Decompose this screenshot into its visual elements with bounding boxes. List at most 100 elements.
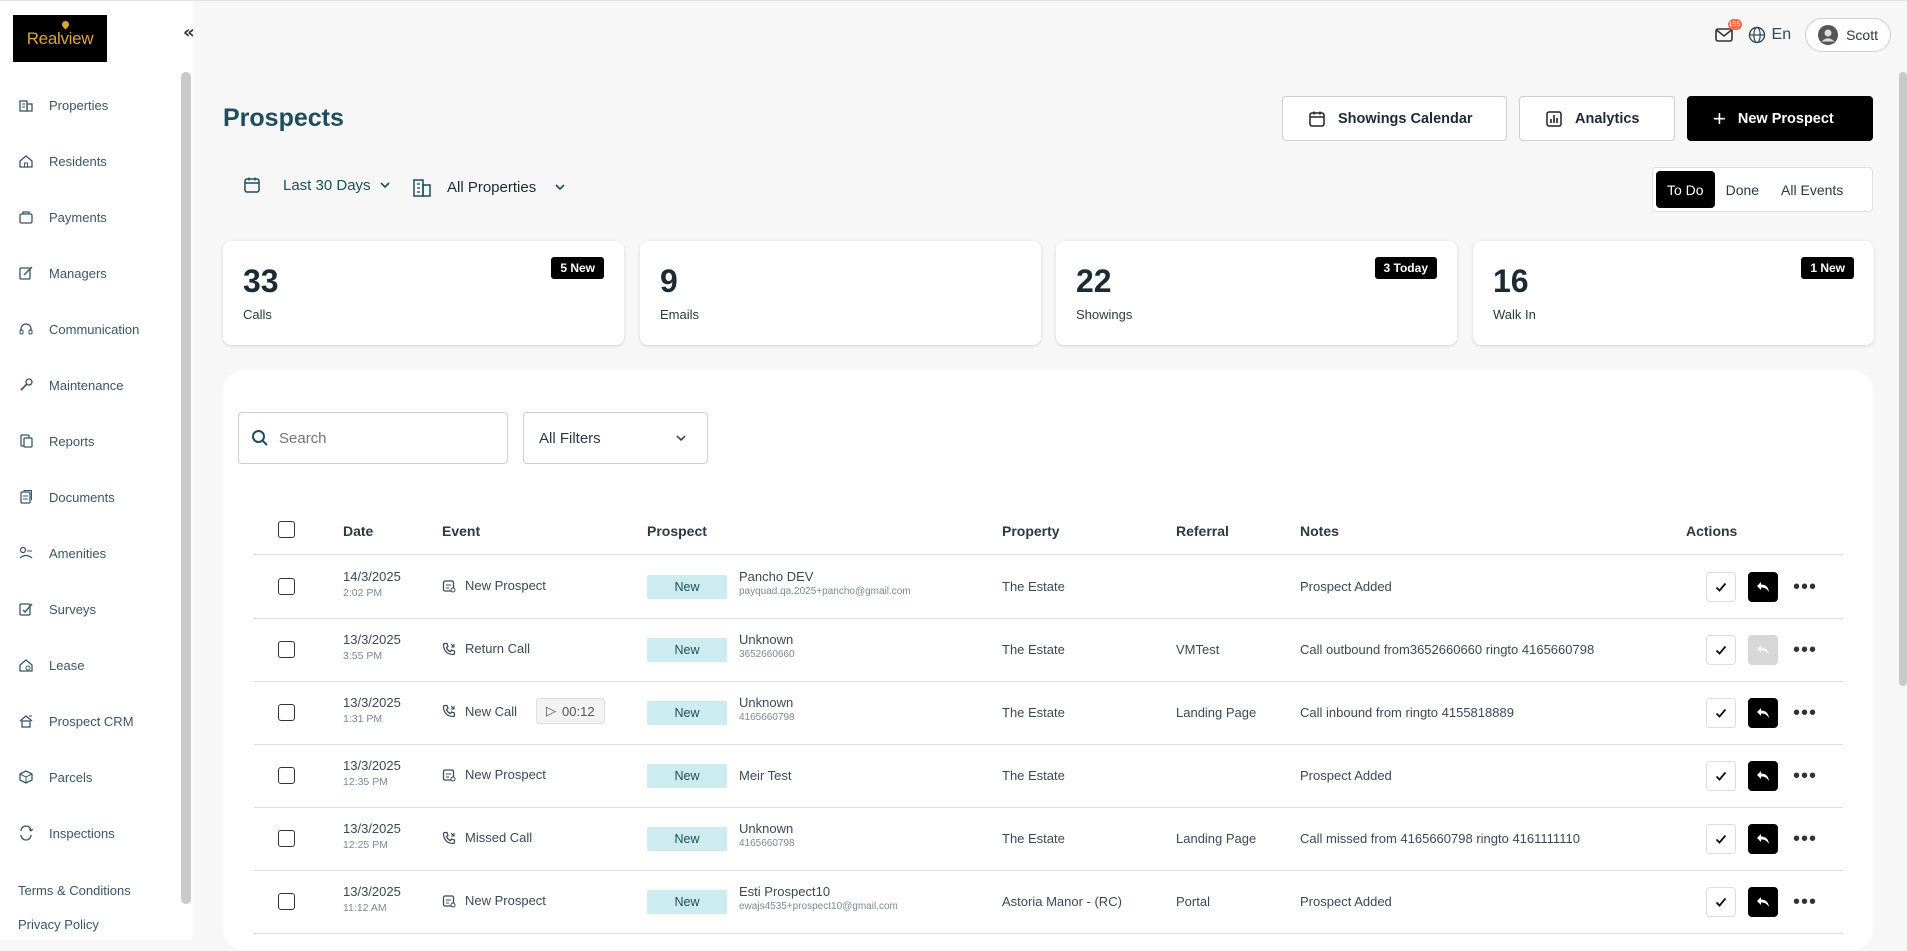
header-event[interactable]: Event (442, 523, 481, 539)
mark-done-button[interactable] (1706, 698, 1736, 728)
sidebar-item-communication[interactable]: Communication (0, 301, 180, 357)
stat-card-calls[interactable]: 33 Calls 5 New (223, 241, 624, 345)
property-cell: The Estate (1002, 642, 1065, 657)
sidebar-item-lease[interactable]: Lease (0, 637, 180, 693)
stat-card-showings[interactable]: 22 Showings 3 Today (1056, 241, 1457, 345)
search-box[interactable] (238, 412, 508, 464)
more-options-icon[interactable]: ••• (1792, 702, 1817, 724)
properties-label: All Properties (447, 178, 537, 196)
more-options-icon[interactable]: ••• (1792, 639, 1817, 661)
user-menu[interactable]: Scott (1805, 18, 1891, 52)
table-row[interactable]: 13/3/2025 12:35 PM New Prospect New Meir Tes… (254, 745, 1843, 808)
mail-button[interactable]: 155 (1714, 19, 1742, 45)
mark-done-button[interactable] (1706, 761, 1736, 791)
select-all-checkbox[interactable] (278, 521, 295, 538)
table-row[interactable]: 14/3/2025 2:02 PM New Prospect New Pancho DE… (254, 556, 1843, 619)
mark-done-button[interactable] (1706, 887, 1736, 917)
collapse-sidebar-icon[interactable]: « (183, 22, 195, 43)
header-prospect[interactable]: Prospect (647, 523, 707, 539)
stat-card-emails[interactable]: 9 Emails (640, 241, 1041, 345)
language-selector[interactable]: En (1748, 26, 1791, 44)
sidebar-item-payments[interactable]: Payments (0, 189, 180, 245)
user-name: Scott (1846, 27, 1878, 43)
sidebar-item-surveys[interactable]: Surveys (0, 581, 180, 637)
prospect-cell[interactable]: Unknown 3652660660 (739, 632, 795, 660)
date-cell: 13/3/2025 3:55 PM (343, 632, 401, 662)
sidebar-item-documents[interactable]: Documents (0, 469, 180, 525)
status-badge: New (647, 701, 727, 725)
properties-filter[interactable]: All Properties (411, 176, 566, 198)
sidebar-item-reports[interactable]: Reports (0, 413, 180, 469)
header-property[interactable]: Property (1002, 523, 1060, 539)
mark-done-button[interactable] (1706, 824, 1736, 854)
sidebar-scrollbar[interactable] (181, 72, 191, 904)
terms-link[interactable]: Terms & Conditions (18, 883, 131, 898)
header-referral[interactable]: Referral (1176, 523, 1229, 539)
reply-button[interactable] (1748, 635, 1778, 665)
analytics-label: Analytics (1575, 110, 1640, 127)
phone-icon (442, 642, 456, 655)
stat-card-walk-in[interactable]: 16 Walk In 1 New (1473, 241, 1874, 345)
header-date[interactable]: Date (343, 523, 374, 539)
stat-label: Walk In (1493, 307, 1536, 322)
row-checkbox[interactable] (278, 893, 295, 910)
table-row[interactable]: 13/3/2025 3:55 PM Return Call New Unknown 365… (254, 619, 1843, 682)
sidebar-item-inspections[interactable]: Inspections (0, 805, 180, 861)
sidebar-item-parcels[interactable]: Parcels (0, 749, 180, 805)
reply-button[interactable] (1748, 824, 1778, 854)
row-checkbox[interactable] (278, 641, 295, 658)
more-options-icon[interactable]: ••• (1792, 891, 1817, 913)
tab-to-do[interactable]: To Do (1656, 171, 1715, 208)
prospect-cell[interactable]: Pancho DEV payquad.qa.2025+pancho@gmail.c… (739, 569, 911, 597)
sidebar-item-label: Amenities (49, 545, 107, 561)
event-cell: Missed Call (442, 830, 532, 845)
prospect-cell[interactable]: Unknown 4165660798 (739, 695, 795, 723)
event-cell: New Prospect (442, 893, 546, 908)
tab-done[interactable]: Done (1725, 181, 1760, 198)
new-prospect-button[interactable]: + New Prospect (1687, 96, 1873, 141)
table-row[interactable]: 13/3/2025 1:31 PM New Call ▷ 00:12 New Unknown… (254, 682, 1843, 745)
reply-button[interactable] (1748, 572, 1778, 602)
more-options-icon[interactable]: ••• (1792, 828, 1817, 850)
more-options-icon[interactable]: ••• (1792, 576, 1817, 598)
table-row[interactable]: 13/3/2025 11:12 AM New Prospect New Esti Pro… (254, 871, 1843, 934)
more-options-icon[interactable]: ••• (1792, 765, 1817, 787)
reply-icon (1757, 708, 1769, 718)
logo[interactable]: Realview (13, 15, 107, 62)
row-checkbox[interactable] (278, 578, 295, 595)
row-checkbox[interactable] (278, 767, 295, 784)
reply-button[interactable] (1748, 887, 1778, 917)
mark-done-button[interactable] (1706, 572, 1736, 602)
play-recording-button[interactable]: ▷ 00:12 (536, 698, 605, 724)
sidebar-item-prospect-crm[interactable]: Prospect CRM (0, 693, 180, 749)
prospect-cell[interactable]: Unknown 4165660798 (739, 821, 795, 849)
reply-button[interactable] (1748, 761, 1778, 791)
sidebar-item-amenities[interactable]: Amenities (0, 525, 180, 581)
row-checkbox[interactable] (278, 830, 295, 847)
tab-all-events[interactable]: All Events (1781, 181, 1844, 198)
date-range-filter[interactable]: Last 30 Days (243, 176, 391, 194)
page-scrollbar[interactable] (1899, 72, 1907, 686)
search-input[interactable] (279, 429, 479, 447)
event-time: 11:12 AM (343, 902, 387, 914)
calendar-icon (244, 177, 260, 193)
sidebar-item-label: Maintenance (49, 377, 124, 393)
sidebar-item-maintenance[interactable]: Maintenance (0, 357, 180, 413)
header-notes[interactable]: Notes (1300, 523, 1339, 539)
mark-done-button[interactable] (1706, 635, 1736, 665)
sidebar-item-managers[interactable]: Managers (0, 245, 180, 301)
analytics-button[interactable]: Analytics (1519, 96, 1675, 141)
row-checkbox[interactable] (278, 704, 295, 721)
sidebar-item-properties[interactable]: Properties (0, 77, 180, 133)
sidebar-item-label: Prospect CRM (49, 713, 134, 729)
sidebar-item-label: Inspections (49, 825, 115, 841)
prospect-cell[interactable]: Meir Test (739, 768, 792, 783)
showings-calendar-button[interactable]: Showings Calendar (1282, 96, 1507, 141)
event-date: 14/3/2025 (343, 569, 401, 584)
prospect-cell[interactable]: Esti Prospect10 ewajs4535+prospect10@gmai… (739, 884, 898, 912)
reply-button[interactable] (1748, 698, 1778, 728)
all-filters-dropdown[interactable]: All Filters (523, 412, 708, 464)
sidebar-item-residents[interactable]: Residents (0, 133, 180, 189)
table-row[interactable]: 13/3/2025 12:25 PM Missed Call New Unknown 41… (254, 808, 1843, 871)
privacy-link[interactable]: Privacy Policy (18, 917, 99, 932)
